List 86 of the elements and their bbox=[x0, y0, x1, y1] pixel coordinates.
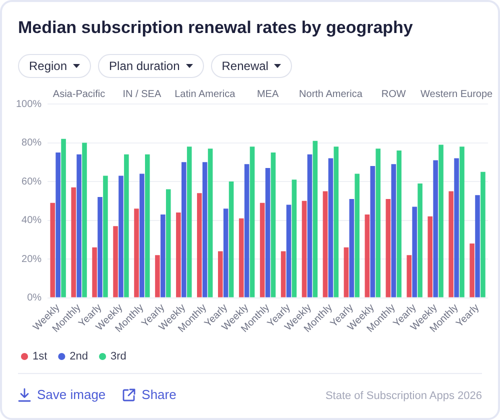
legend-label: 3rd bbox=[110, 350, 126, 363]
text: Asia-Pacific bbox=[52, 88, 106, 100]
bar bbox=[250, 146, 255, 298]
bar bbox=[454, 158, 459, 298]
bar bbox=[396, 150, 402, 298]
bar bbox=[223, 208, 228, 298]
dropdown[interactable]: Renewal bbox=[210, 54, 292, 78]
bar bbox=[354, 174, 360, 298]
bar bbox=[286, 204, 292, 298]
button[interactable]: Share bbox=[122, 387, 176, 402]
bar bbox=[98, 197, 102, 298]
bar bbox=[202, 162, 208, 298]
bar bbox=[92, 247, 97, 298]
text: North America bbox=[299, 88, 363, 100]
bar bbox=[155, 255, 160, 298]
bar bbox=[280, 251, 286, 298]
bar bbox=[364, 214, 370, 298]
bar bbox=[344, 247, 349, 298]
bar bbox=[448, 191, 454, 298]
bar bbox=[433, 160, 438, 298]
bar bbox=[50, 202, 56, 298]
text: ROW bbox=[381, 88, 406, 100]
text: IN / SEA bbox=[122, 88, 162, 100]
bar bbox=[197, 193, 202, 298]
bar bbox=[412, 206, 417, 298]
bar bbox=[134, 208, 139, 298]
bar bbox=[56, 152, 60, 298]
bar bbox=[438, 144, 444, 298]
y-tick-label: 100% bbox=[16, 98, 42, 110]
bar bbox=[103, 176, 108, 298]
dropdown[interactable]: Plan duration bbox=[98, 54, 204, 78]
bar bbox=[124, 154, 129, 298]
y-tick-label: 40% bbox=[22, 215, 42, 226]
bar bbox=[406, 255, 412, 298]
bar bbox=[307, 154, 312, 298]
bar bbox=[475, 195, 480, 298]
bar bbox=[218, 251, 223, 298]
bar bbox=[334, 146, 339, 298]
bar bbox=[349, 198, 354, 298]
bar bbox=[265, 168, 270, 298]
bar bbox=[260, 202, 265, 298]
bar bbox=[176, 212, 181, 298]
bar bbox=[186, 146, 192, 298]
chart-title: Median subscription renewal rates by geography bbox=[18, 18, 413, 38]
text: MEA bbox=[256, 88, 279, 100]
legend-label: 1st bbox=[32, 350, 48, 363]
bar bbox=[386, 198, 391, 298]
bar bbox=[228, 182, 234, 298]
bar bbox=[418, 183, 422, 298]
bar bbox=[166, 189, 171, 298]
bar bbox=[470, 244, 474, 298]
bar bbox=[182, 162, 186, 298]
y-tick-label: 80% bbox=[22, 138, 42, 148]
bar bbox=[428, 216, 433, 298]
dropdown[interactable]: Region bbox=[18, 54, 92, 78]
bar bbox=[208, 148, 213, 298]
bar bbox=[82, 142, 87, 298]
bar bbox=[370, 166, 376, 298]
bar bbox=[76, 154, 82, 298]
y-tick-label: 0% bbox=[27, 292, 42, 304]
bar bbox=[71, 187, 76, 298]
bar bbox=[118, 176, 124, 298]
bar bbox=[302, 200, 307, 298]
y-tick-label: 60% bbox=[22, 176, 42, 188]
bar bbox=[292, 180, 297, 298]
bar bbox=[312, 140, 318, 298]
bar bbox=[322, 191, 328, 298]
bar bbox=[460, 146, 464, 298]
bar bbox=[244, 164, 250, 298]
bar bbox=[391, 164, 396, 298]
bar bbox=[140, 174, 144, 298]
y-tick-label: 20% bbox=[22, 254, 42, 265]
text: Western Europe bbox=[420, 88, 494, 100]
bar bbox=[238, 218, 244, 298]
text: State of Subscription Apps 2026 bbox=[325, 390, 482, 402]
bar bbox=[376, 148, 381, 298]
bar bbox=[328, 158, 334, 298]
bar bbox=[61, 138, 66, 298]
bar bbox=[160, 214, 166, 298]
legend-label: 2nd bbox=[70, 350, 88, 363]
text: Latin America bbox=[174, 88, 236, 100]
button[interactable]: Save image bbox=[18, 387, 106, 402]
bar bbox=[480, 172, 486, 298]
bar bbox=[113, 226, 118, 298]
bar bbox=[270, 152, 276, 298]
bar bbox=[145, 154, 150, 298]
